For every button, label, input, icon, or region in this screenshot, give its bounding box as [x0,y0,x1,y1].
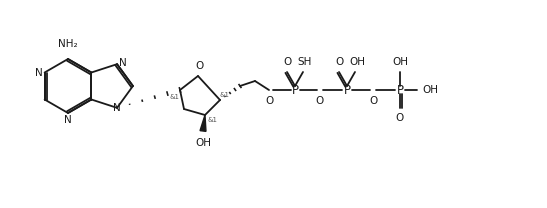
Text: &1: &1 [170,94,180,100]
Text: N: N [119,58,127,68]
Text: OH: OH [349,57,365,67]
Text: OH: OH [422,85,438,95]
Text: O: O [369,96,377,106]
Text: P: P [344,83,351,97]
Text: O: O [283,57,291,67]
Text: N: N [64,115,72,125]
Polygon shape [200,115,206,131]
Text: P: P [292,83,299,97]
Text: &1: &1 [219,92,229,98]
Text: OH: OH [195,138,211,148]
Text: NH₂: NH₂ [58,39,78,49]
Text: O: O [316,96,324,106]
Text: OH: OH [392,57,408,67]
Text: O: O [265,96,273,106]
Text: O: O [335,57,343,67]
Text: O: O [196,61,204,71]
Text: SH: SH [298,57,312,67]
Text: &1: &1 [208,117,218,123]
Text: P: P [397,83,404,97]
Text: N: N [113,103,121,113]
Text: N: N [35,68,43,78]
Text: O: O [396,113,404,123]
